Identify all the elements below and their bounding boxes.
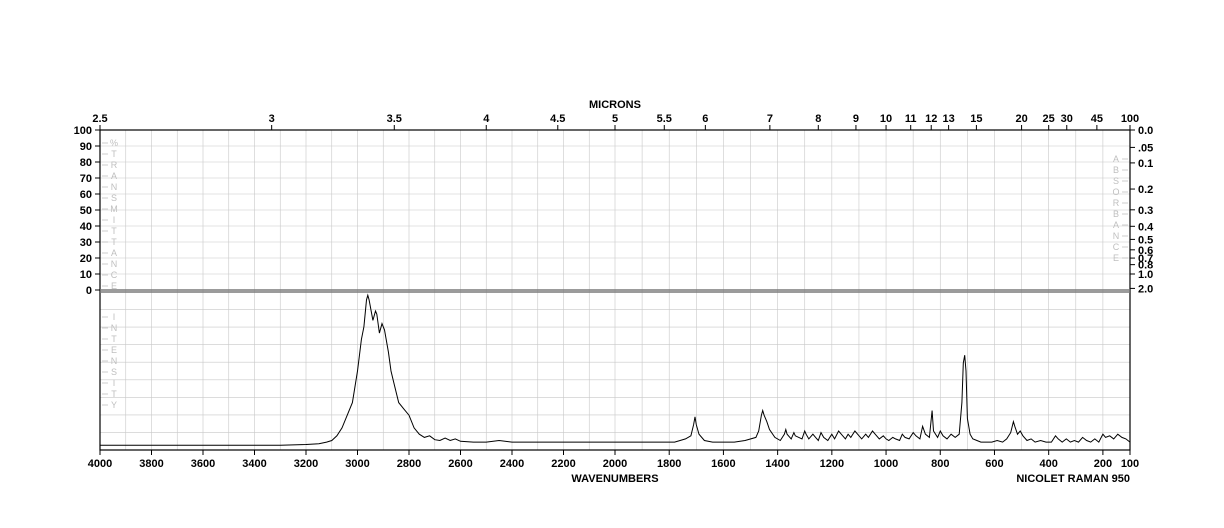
bottom-tick-label: 200 [1094,458,1112,470]
bottom-tick-label: 2400 [500,458,524,470]
top-tick-label: 3 [269,113,275,125]
transmittance-label: T [111,149,117,159]
transmittance-label: I [113,215,116,225]
bottom-tick-label: 100 [1121,458,1139,470]
bottom-tick-label: 600 [985,458,1003,470]
absorbance-label: N [1113,231,1120,241]
left-tick-label: 40 [80,221,92,233]
bottom-axis-title: WAVENUMBERS [571,473,658,485]
intensity-label: N [111,323,118,333]
left-tick-label: 10 [80,269,92,281]
top-tick-label: 10 [880,113,892,125]
absorbance-label: E [1113,253,1119,263]
top-tick-label: 11 [905,113,917,125]
transmittance-label: S [111,193,117,203]
bottom-tick-label: 1800 [657,458,681,470]
right-tick-label: 0.3 [1138,205,1153,217]
top-tick-label: 20 [1015,113,1027,125]
absorbance-label: A [1113,220,1119,230]
bottom-tick-label: 3800 [139,458,163,470]
right-tick-label: 0.4 [1138,221,1154,233]
top-tick-label: 5.5 [657,113,672,125]
instrument-label: NICOLET RAMAN 950 [1016,473,1130,485]
transmittance-label: E [111,281,117,291]
bottom-tick-label: 3200 [294,458,318,470]
top-tick-label: 15 [970,113,982,125]
intensity-label: Y [111,400,117,410]
bottom-tick-label: 1200 [820,458,844,470]
right-tick-label: 1.0 [1138,269,1153,281]
left-tick-label: 70 [80,173,92,185]
top-axis-title: MICRONS [589,99,641,111]
bottom-tick-label: 1600 [711,458,735,470]
transmittance-label: A [111,171,117,181]
bottom-tick-label: 2800 [397,458,421,470]
absorbance-label: B [1113,165,1119,175]
bottom-tick-label: 1400 [765,458,789,470]
top-tick-label: 45 [1091,113,1103,125]
absorbance-label: R [1113,198,1120,208]
intensity-label: I [113,312,116,322]
bottom-tick-label: 4000 [88,458,112,470]
absorbance-label: B [1113,209,1119,219]
left-tick-label: 0 [86,285,92,297]
intensity-label: T [111,389,117,399]
transmittance-label: N [111,259,118,269]
left-tick-label: 30 [80,237,92,249]
transmittance-label: C [111,270,118,280]
top-tick-label: 7 [767,113,773,125]
transmittance-label: % [110,138,118,148]
left-tick-label: 90 [80,141,92,153]
left-tick-label: 20 [80,253,92,265]
transmittance-label: N [111,182,118,192]
right-tick-label: .05 [1138,142,1153,154]
spectrum-chart: MICRONS2.533.544.555.5678910111213152025… [0,0,1224,528]
intensity-label: E [111,345,117,355]
right-tick-label: 0.0 [1138,125,1153,137]
bottom-tick-label: 3600 [191,458,215,470]
left-tick-label: 100 [74,125,92,137]
bottom-tick-label: 1000 [874,458,898,470]
transmittance-label: T [111,237,117,247]
bottom-tick-label: 2000 [603,458,627,470]
top-tick-label: 8 [815,113,821,125]
top-tick-label: 13 [942,113,954,125]
top-tick-label: 3.5 [387,113,402,125]
top-tick-label: 5 [612,113,618,125]
bottom-tick-label: 3000 [345,458,369,470]
bottom-tick-label: 800 [931,458,949,470]
chart-canvas: MICRONS2.533.544.555.5678910111213152025… [0,0,1224,528]
top-tick-label: 2.5 [92,113,107,125]
intensity-label: S [111,367,117,377]
bottom-tick-label: 3400 [242,458,266,470]
left-tick-label: 60 [80,189,92,201]
top-tick-label: 4.5 [550,113,565,125]
top-tick-label: 12 [925,113,937,125]
top-tick-label: 25 [1043,113,1055,125]
absorbance-label: C [1113,242,1120,252]
bottom-tick-label: 2200 [551,458,575,470]
left-tick-label: 50 [80,205,92,217]
transmittance-label: R [111,160,118,170]
right-tick-label: 0.2 [1138,184,1153,196]
right-tick-label: 0.1 [1138,158,1153,170]
absorbance-label: O [1112,187,1119,197]
intensity-label: I [113,378,116,388]
absorbance-label: S [1113,176,1119,186]
transmittance-label: T [111,226,117,236]
bottom-tick-label: 400 [1040,458,1058,470]
transmittance-label: M [110,204,118,214]
intensity-label: T [111,334,117,344]
top-tick-label: 9 [853,113,859,125]
intensity-label: N [111,356,118,366]
top-tick-label: 6 [702,113,708,125]
top-tick-label: 30 [1061,113,1073,125]
top-tick-label: 100 [1121,113,1139,125]
bottom-tick-label: 2600 [448,458,472,470]
top-tick-label: 4 [483,113,490,125]
absorbance-label: A [1113,154,1119,164]
right-tick-label: 2.0 [1138,283,1153,295]
left-tick-label: 80 [80,157,92,169]
transmittance-label: A [111,248,117,258]
